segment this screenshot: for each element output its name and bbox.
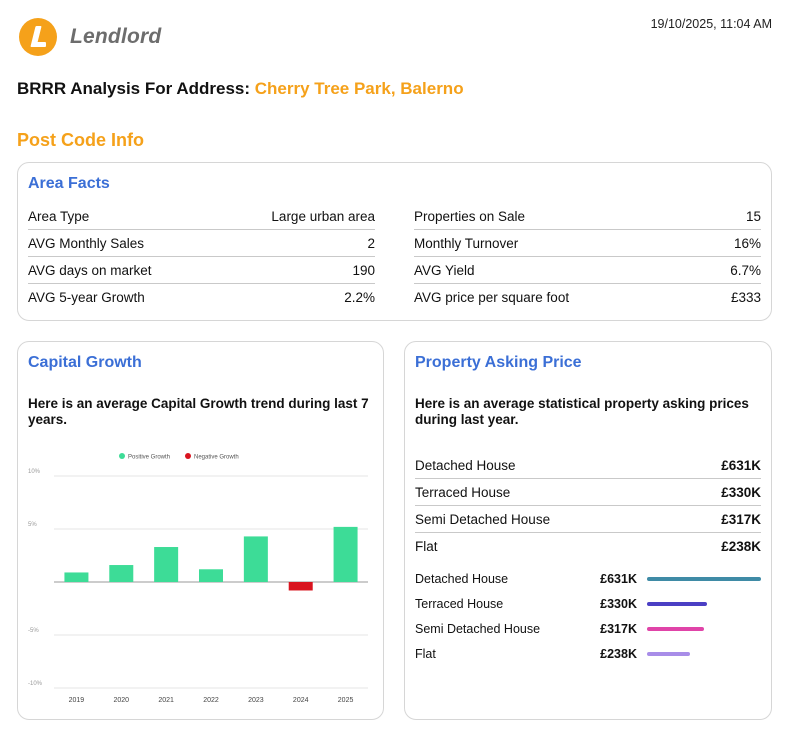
price-row: Flat £238K: [415, 533, 761, 560]
price-bar: [647, 627, 705, 631]
fact-row: Monthly Turnover 16%: [414, 230, 761, 257]
x-tick-label: 2019: [69, 697, 85, 704]
capital-growth-chart-svg: Positive Growth Negative Growth 10% 5% -5% -1…: [28, 453, 368, 704]
y-tick-label: 5%: [28, 522, 37, 528]
brand-logo: Lendlord: [19, 18, 161, 56]
capital-growth-chart: Positive Growth Negative Growth 10% 5% -5% -1…: [26, 444, 376, 712]
fact-value: Large urban area: [271, 208, 375, 224]
price-bar-row: Flat £238K: [415, 642, 761, 667]
asking-price-bars: Detached House £631K Terraced House £330…: [415, 567, 761, 667]
growth-bar: [333, 526, 358, 582]
price-bar-value: £238K: [600, 647, 637, 661]
growth-bar: [109, 565, 134, 582]
fact-label: Monthly Turnover: [414, 235, 519, 251]
legend-label: Negative Growth: [194, 455, 239, 461]
fact-label: AVG Monthly Sales: [28, 235, 145, 251]
x-tick-label: 2022: [203, 697, 219, 704]
y-tick-label: -10%: [28, 681, 43, 687]
legend-swatch: [119, 453, 125, 459]
x-tick-label: 2021: [158, 697, 174, 704]
price-bar-row: Terraced House £330K: [415, 592, 761, 617]
price-bar-label: Detached House: [415, 572, 509, 586]
fact-value: 2.2%: [344, 290, 375, 305]
price-bar: [647, 602, 707, 606]
y-tick-label: -5%: [28, 628, 39, 634]
section-title: Post Code Info: [17, 130, 144, 150]
growth-bar: [154, 547, 179, 582]
price-bar-label: Flat: [415, 647, 436, 661]
page-title: BRRR Analysis For Address: Cherry Tree P…: [17, 79, 464, 99]
report-header: Lendlord 19/10/2025, 11:04 AM: [0, 0, 794, 70]
y-tick-label: 10%: [28, 469, 41, 475]
price-value: £631K: [721, 457, 761, 473]
fact-label: Area Type: [28, 208, 90, 224]
price-bar: [647, 652, 690, 656]
legend-label: Positive Growth: [128, 455, 170, 461]
price-row: Terraced House £330K: [415, 479, 761, 506]
capital-growth-card: Capital Growth Here is an average Capita…: [17, 341, 384, 720]
asking-price-table: Detached House £631K Terraced House £330K …: [415, 452, 761, 560]
price-bar-row: Semi Detached House £317K: [415, 617, 761, 642]
fact-label: AVG days on market: [28, 262, 152, 278]
fact-row: Properties on Sale 15: [414, 203, 761, 230]
price-bar-row: Detached House £631K: [415, 567, 761, 592]
title-prefix: BRRR Analysis For Address:: [17, 79, 251, 98]
x-tick-label: 2024: [293, 697, 309, 704]
lendlord-logo-icon: [19, 18, 57, 56]
asking-price-description: Here is an average statistical property …: [415, 396, 749, 427]
area-facts-card: Area Facts Area Type Large urban area AVG…: [17, 162, 772, 321]
area-facts-right-column: Properties on Sale 15 Monthly Turnover 16%…: [414, 203, 761, 311]
fact-row: Area Type Large urban area: [28, 203, 375, 230]
growth-bar: [64, 572, 89, 582]
fact-label: AVG price per square foot: [414, 290, 570, 305]
x-tick-label: 2023: [248, 697, 264, 704]
capital-growth-title: Capital Growth: [28, 354, 142, 371]
fact-value: 16%: [733, 235, 761, 251]
fact-row: AVG price per square foot £333: [414, 284, 761, 311]
title-address: Cherry Tree Park, Balerno: [254, 79, 464, 98]
price-bar: [647, 577, 761, 581]
fact-row: AVG Yield 6.7%: [414, 257, 761, 284]
price-bar-value: £330K: [600, 597, 637, 611]
x-tick-label: 2020: [113, 697, 129, 704]
growth-bar: [199, 569, 223, 582]
x-tick-label: 2025: [338, 697, 354, 704]
price-bar-label: Terraced House: [415, 597, 504, 611]
price-bar-label: Semi Detached House: [415, 622, 541, 636]
price-bar-value: £631K: [600, 572, 637, 586]
price-label: Semi Detached House: [415, 511, 551, 527]
price-row: Semi Detached House £317K: [415, 506, 761, 533]
price-label: Flat: [415, 539, 438, 554]
price-row: Detached House £631K: [415, 452, 761, 479]
fact-value: £333: [730, 290, 761, 305]
fact-label: AVG 5-year Growth: [28, 290, 145, 305]
fact-value: 6.7%: [730, 262, 761, 278]
price-label: Terraced House: [415, 484, 511, 500]
area-facts-left-column: Area Type Large urban area AVG Monthly Sa…: [28, 203, 375, 311]
price-label: Detached House: [415, 457, 516, 473]
asking-price-card: Property Asking Price Here is an average…: [404, 341, 772, 720]
fact-row: AVG Monthly Sales 2: [28, 230, 375, 257]
area-facts-title: Area Facts: [28, 175, 110, 192]
asking-price-title: Property Asking Price: [415, 354, 582, 371]
fact-row: AVG days on market 190: [28, 257, 375, 284]
fact-label: Properties on Sale: [414, 208, 526, 224]
legend-swatch: [185, 453, 191, 459]
growth-bar: [288, 582, 313, 591]
growth-bar: [243, 536, 268, 582]
price-value: £238K: [721, 539, 761, 554]
report-timestamp: 19/10/2025, 11:04 AM: [650, 17, 772, 31]
price-value: £317K: [721, 511, 761, 527]
fact-value: 15: [745, 208, 761, 224]
fact-value: 2: [367, 235, 375, 251]
price-value: £330K: [721, 484, 761, 500]
brand-name: Lendlord: [70, 25, 162, 48]
capital-growth-description: Here is an average Capital Growth trend …: [28, 396, 369, 427]
fact-row: AVG 5-year Growth 2.2%: [28, 284, 375, 311]
fact-value: 190: [352, 262, 375, 278]
fact-label: AVG Yield: [414, 262, 475, 278]
price-bar-value: £317K: [600, 622, 637, 636]
